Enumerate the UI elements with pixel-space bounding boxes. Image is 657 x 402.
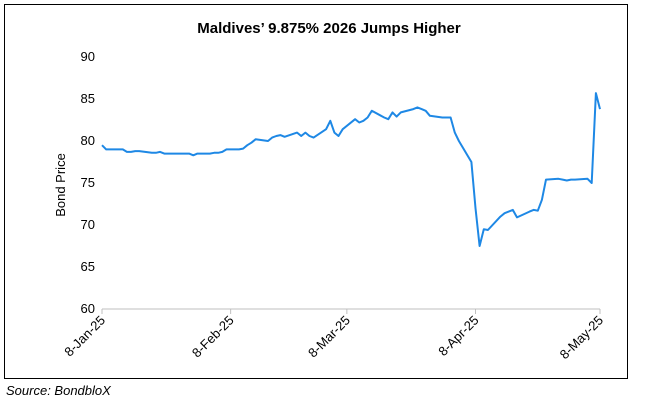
x-tick-label: 8-Apr-25: [435, 313, 481, 359]
x-tick-label: 8-Mar-25: [305, 313, 353, 361]
x-tick-label: 8-Feb-25: [189, 313, 237, 361]
source-note: Source: BondbloX: [6, 383, 111, 398]
line-chart: Maldives’ 9.875% 2026 Jumps Higher Bond …: [53, 20, 606, 362]
y-tick-label: 90: [81, 49, 95, 64]
y-tick-label: 75: [81, 175, 95, 190]
y-tick-label: 65: [81, 259, 95, 274]
y-tick-label: 70: [81, 217, 95, 232]
x-axis-ticks: 8-Jan-25 8-Feb-25 8-Mar-25 8-Apr-25 8-May-25: [61, 309, 606, 362]
chart-title: Maldives’ 9.875% 2026 Jumps Higher: [197, 20, 461, 37]
series-group: [101, 92, 601, 247]
y-axis-ticks: 60 65 70 75 80 85 90: [81, 49, 95, 316]
x-tick-label: 8-May-25: [557, 313, 606, 362]
chart-frame: Maldives’ 9.875% 2026 Jumps Higher Bond …: [4, 4, 628, 379]
x-tick-label: 8-Jan-25: [61, 313, 108, 360]
y-tick-label: 60: [81, 301, 95, 316]
series-line-0: [101, 92, 601, 247]
y-axis-label: Bond Price: [53, 153, 68, 217]
y-tick-label: 80: [81, 133, 95, 148]
y-tick-label: 85: [81, 91, 95, 106]
